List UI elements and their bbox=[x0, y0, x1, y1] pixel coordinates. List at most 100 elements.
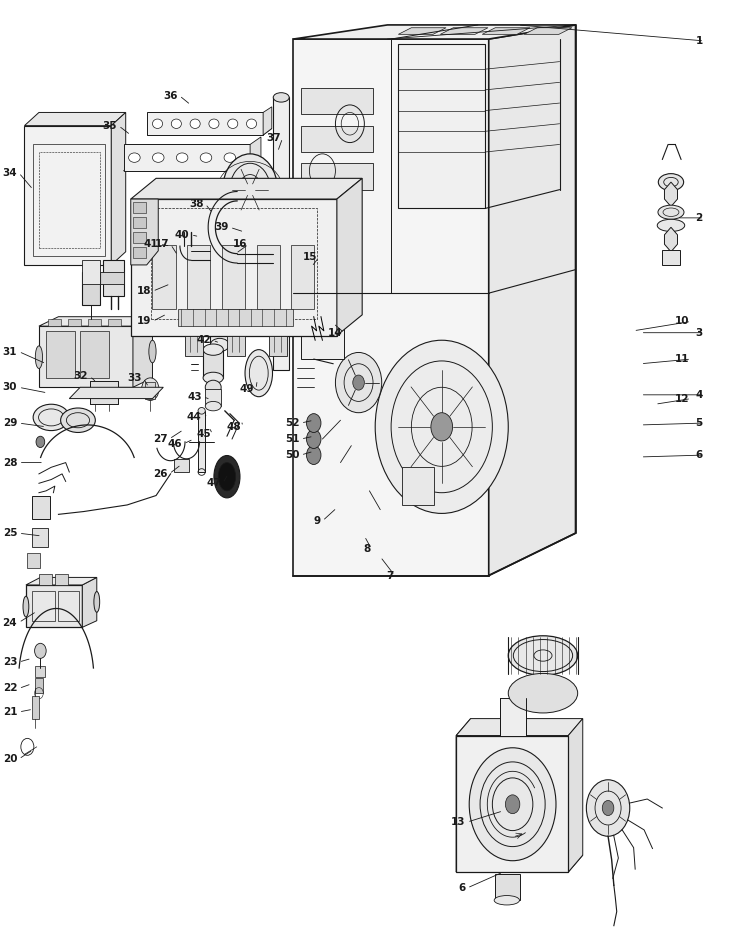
Polygon shape bbox=[456, 735, 568, 872]
Polygon shape bbox=[69, 387, 163, 398]
Bar bbox=[32, 529, 48, 548]
Text: 14: 14 bbox=[328, 328, 343, 338]
Bar bbox=[257, 245, 280, 310]
Polygon shape bbox=[26, 585, 82, 628]
Text: 48: 48 bbox=[227, 422, 241, 431]
Ellipse shape bbox=[129, 153, 140, 162]
Text: 35: 35 bbox=[102, 121, 117, 130]
Ellipse shape bbox=[219, 463, 236, 491]
Bar bbox=[39, 152, 99, 248]
Bar bbox=[306, 308, 315, 316]
Bar bbox=[39, 574, 52, 585]
Circle shape bbox=[375, 340, 509, 514]
Circle shape bbox=[246, 184, 255, 195]
Bar bbox=[495, 874, 520, 901]
Text: 44: 44 bbox=[187, 413, 202, 422]
Ellipse shape bbox=[238, 290, 269, 319]
Polygon shape bbox=[489, 25, 576, 576]
Text: 40: 40 bbox=[174, 229, 189, 240]
Ellipse shape bbox=[198, 408, 205, 414]
Ellipse shape bbox=[247, 119, 257, 128]
Text: 21: 21 bbox=[3, 707, 17, 717]
Ellipse shape bbox=[509, 635, 578, 675]
Text: 50: 50 bbox=[285, 450, 300, 460]
Ellipse shape bbox=[214, 456, 240, 497]
Text: 10: 10 bbox=[675, 316, 690, 327]
Ellipse shape bbox=[190, 119, 200, 128]
Text: 2: 2 bbox=[696, 212, 703, 223]
Text: 29: 29 bbox=[3, 418, 17, 428]
Text: 4: 4 bbox=[696, 390, 703, 400]
Ellipse shape bbox=[200, 153, 212, 162]
Text: 20: 20 bbox=[3, 754, 17, 764]
Polygon shape bbox=[294, 39, 489, 576]
Bar bbox=[301, 163, 373, 190]
Polygon shape bbox=[147, 128, 272, 135]
Text: 46: 46 bbox=[168, 439, 182, 448]
Bar bbox=[35, 678, 43, 693]
Text: 6: 6 bbox=[459, 883, 466, 893]
Polygon shape bbox=[456, 855, 583, 872]
Polygon shape bbox=[398, 27, 446, 34]
Ellipse shape bbox=[245, 349, 272, 396]
Ellipse shape bbox=[23, 597, 29, 617]
Text: 32: 32 bbox=[74, 371, 88, 381]
Bar bbox=[133, 217, 146, 228]
Ellipse shape bbox=[658, 174, 684, 191]
Bar bbox=[90, 380, 118, 404]
Polygon shape bbox=[82, 578, 96, 628]
Circle shape bbox=[306, 446, 321, 464]
Bar bbox=[133, 247, 146, 259]
Bar bbox=[82, 273, 99, 306]
Ellipse shape bbox=[205, 380, 221, 395]
Text: 30: 30 bbox=[3, 382, 17, 393]
Bar bbox=[103, 261, 124, 296]
Ellipse shape bbox=[33, 404, 69, 430]
Circle shape bbox=[602, 801, 614, 816]
Polygon shape bbox=[263, 107, 272, 135]
Bar bbox=[133, 232, 146, 244]
Bar bbox=[210, 270, 229, 345]
Bar bbox=[402, 467, 434, 505]
Polygon shape bbox=[111, 112, 126, 265]
Circle shape bbox=[222, 154, 277, 226]
Bar bbox=[291, 245, 314, 310]
Circle shape bbox=[506, 795, 520, 814]
Text: 34: 34 bbox=[3, 168, 17, 177]
Bar bbox=[198, 411, 205, 472]
Text: 19: 19 bbox=[137, 316, 151, 327]
Circle shape bbox=[190, 209, 216, 243]
Bar bbox=[48, 318, 60, 326]
Bar bbox=[27, 553, 40, 568]
Text: 9: 9 bbox=[314, 516, 321, 526]
Circle shape bbox=[141, 378, 159, 400]
Bar bbox=[32, 696, 39, 718]
Bar bbox=[90, 380, 118, 404]
Ellipse shape bbox=[224, 153, 236, 162]
Text: 18: 18 bbox=[136, 286, 151, 296]
Bar bbox=[108, 318, 121, 326]
Text: 3: 3 bbox=[696, 328, 703, 338]
Bar bbox=[333, 308, 342, 316]
Bar bbox=[68, 318, 81, 326]
Bar bbox=[662, 250, 679, 265]
Polygon shape bbox=[227, 335, 245, 356]
Bar bbox=[222, 245, 245, 310]
Text: 16: 16 bbox=[233, 239, 247, 249]
Ellipse shape bbox=[209, 119, 219, 128]
Polygon shape bbox=[524, 27, 572, 34]
Ellipse shape bbox=[273, 93, 289, 102]
Bar bbox=[133, 202, 146, 213]
Polygon shape bbox=[294, 25, 576, 39]
Polygon shape bbox=[456, 718, 470, 872]
Text: 37: 37 bbox=[266, 133, 281, 143]
Bar bbox=[55, 574, 68, 585]
Text: 27: 27 bbox=[153, 434, 168, 444]
Text: 11: 11 bbox=[675, 354, 690, 364]
Text: 31: 31 bbox=[3, 346, 17, 357]
Text: 15: 15 bbox=[302, 252, 317, 262]
Circle shape bbox=[336, 352, 382, 413]
Ellipse shape bbox=[227, 119, 238, 128]
Ellipse shape bbox=[205, 401, 221, 411]
Polygon shape bbox=[124, 144, 250, 171]
